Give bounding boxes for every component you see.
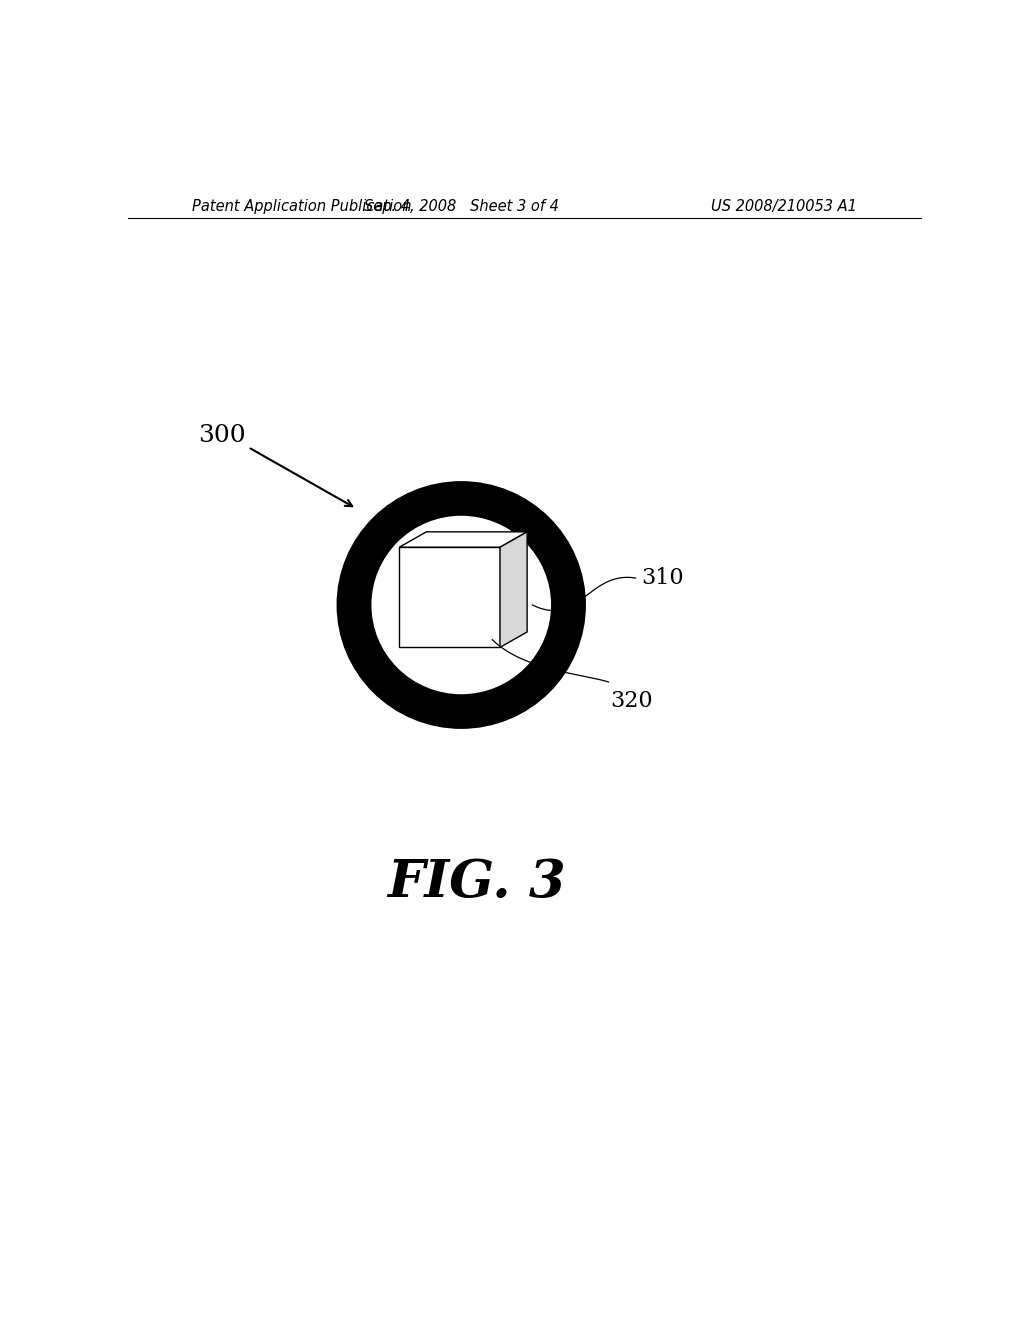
Text: US 2008/210053 A1: US 2008/210053 A1 xyxy=(711,198,856,214)
Circle shape xyxy=(372,516,550,693)
Text: FIG. 3: FIG. 3 xyxy=(388,857,566,908)
Polygon shape xyxy=(399,532,527,548)
Polygon shape xyxy=(500,532,527,647)
Polygon shape xyxy=(399,548,500,647)
Text: Patent Application Publication: Patent Application Publication xyxy=(191,198,411,214)
Text: 300: 300 xyxy=(198,424,246,447)
Circle shape xyxy=(337,482,586,729)
Text: 310: 310 xyxy=(641,568,684,589)
Text: Sep. 4, 2008   Sheet 3 of 4: Sep. 4, 2008 Sheet 3 of 4 xyxy=(364,198,559,214)
Text: 320: 320 xyxy=(610,689,652,711)
